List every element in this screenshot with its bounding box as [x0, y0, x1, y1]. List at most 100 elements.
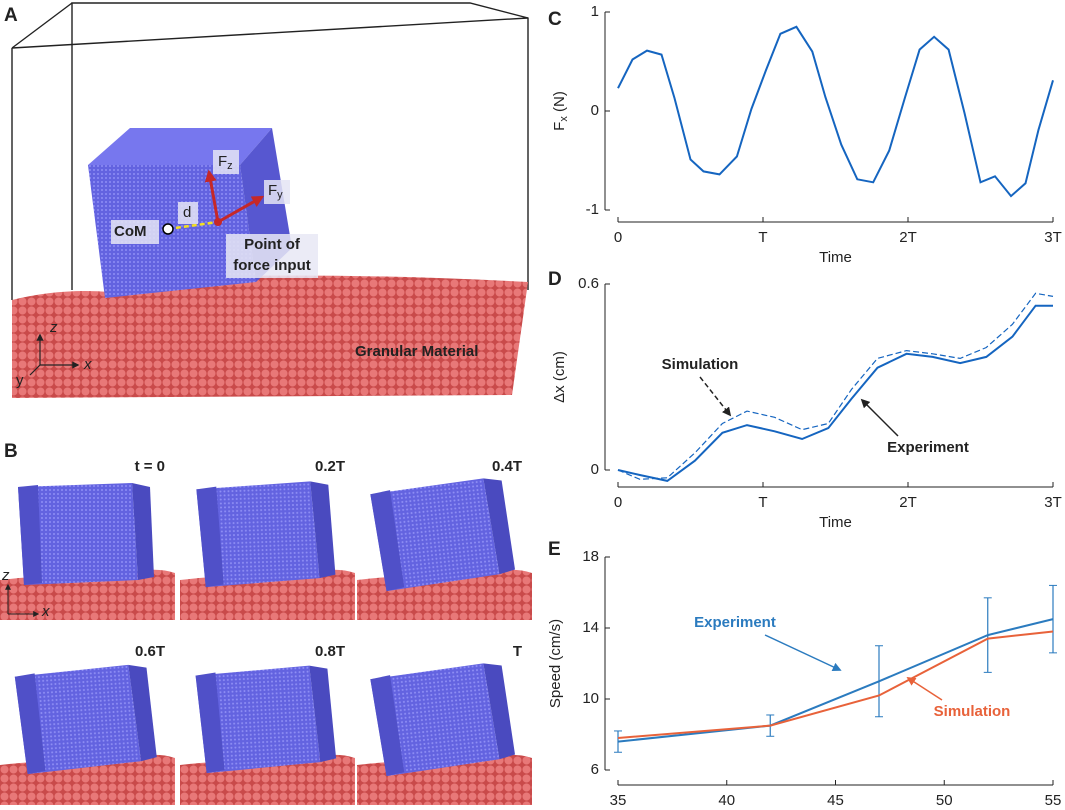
cube-face	[370, 663, 500, 777]
cube-edge	[195, 672, 225, 774]
cube-side	[310, 481, 336, 579]
annotation-arrow	[906, 677, 943, 701]
panel-b: B t = 0 0.2T 0.4T 0.6T 0.8T Tz x	[0, 441, 532, 805]
cube	[195, 665, 337, 774]
annotation: Experiment	[887, 439, 969, 456]
force-z-label: Fz	[218, 153, 233, 172]
annotation-arrow	[860, 398, 899, 437]
x-tick-label: 40	[718, 792, 735, 809]
cube-face	[195, 665, 321, 774]
cube-top	[88, 128, 272, 165]
force-input-label: Point of	[244, 236, 301, 253]
series-line	[617, 25, 1054, 198]
axis-z: z	[1, 567, 10, 584]
force-y-arrow	[217, 195, 265, 224]
cube-face	[196, 481, 320, 588]
x-axis-label: Time	[819, 514, 852, 531]
snapshot: 0.4T	[357, 458, 532, 620]
cube-face	[14, 664, 142, 775]
y-tick-label: 0	[591, 102, 599, 119]
cube	[370, 663, 516, 777]
series-line	[617, 630, 1054, 739]
cube-edge	[18, 485, 42, 585]
label-bg	[213, 150, 239, 174]
x-tick-label: T	[758, 494, 767, 511]
axis-x: x	[83, 356, 92, 373]
panel-a: A Fz Fy d CoM Point of force input Granu…	[4, 2, 529, 398]
y-axis-label: Fx (N)	[551, 91, 570, 131]
y-tick-label: 18	[582, 548, 599, 565]
com-label: CoM	[114, 223, 147, 240]
x-tick-label: 50	[936, 792, 953, 809]
y-tick-label: 0.6	[578, 275, 599, 292]
panel-label: D	[548, 269, 562, 290]
material-label: Granular Material	[355, 343, 478, 360]
series-line	[617, 304, 1053, 482]
cube-edge	[14, 673, 46, 775]
x-tick-label: 2T	[899, 229, 917, 246]
cube-side	[309, 665, 337, 763]
x-tick-label: 0	[614, 494, 622, 511]
cube-side	[128, 664, 157, 762]
force-point	[214, 218, 222, 226]
x-tick-label: 35	[610, 792, 627, 809]
label-bg	[111, 220, 159, 244]
x-tick-label: 0	[614, 229, 622, 246]
label-bg	[264, 180, 290, 204]
snapshot: T	[357, 643, 532, 805]
frame-label: 0.4T	[492, 458, 522, 475]
force-input-label: force input	[233, 257, 311, 274]
cube	[18, 483, 154, 585]
chart: E61014183540455055Excitation frequency (…	[547, 539, 1062, 809]
annotation: Simulation	[662, 356, 739, 373]
panel-label: C	[548, 9, 562, 30]
label-bg	[178, 202, 198, 224]
cube	[14, 664, 157, 775]
panel-label: E	[548, 539, 561, 560]
axis-x: x	[41, 603, 50, 620]
y-axis-label: Speed (cm/s)	[547, 619, 564, 708]
cube-face	[18, 483, 138, 585]
cube-edge	[196, 486, 224, 588]
x-tick-label: 3T	[1044, 229, 1062, 246]
cube-face	[370, 478, 500, 592]
cube-side	[483, 663, 516, 760]
x-tick-label: T	[758, 229, 767, 246]
y-tick-label: 0	[591, 461, 599, 478]
axis-y: y	[16, 372, 24, 389]
force-z-arrow	[204, 169, 220, 223]
chart: D 0 0.6 0 T 2T 3T Time Δx (cm) Simulation Experime…	[548, 269, 1062, 531]
moment-arm	[167, 220, 219, 231]
axes-triad	[29, 333, 80, 376]
cube	[370, 478, 516, 592]
annotation: Experiment	[694, 614, 776, 631]
x-tick-label: 2T	[899, 494, 917, 511]
y-tick-label: 1	[591, 3, 599, 20]
y-axis-label: Δx (cm)	[551, 351, 568, 403]
d-label: d	[183, 204, 191, 221]
y-tick-label: -1	[586, 201, 599, 218]
wireframe-box	[11, 2, 529, 300]
force-y-label: Fy	[268, 182, 283, 201]
frame-label: T	[513, 643, 522, 660]
frame-label: 0.2T	[315, 458, 345, 475]
frame-label: t = 0	[135, 458, 165, 475]
x-tick-label: 3T	[1044, 494, 1062, 511]
series-line	[617, 292, 1054, 480]
cube-side	[483, 478, 516, 575]
x-tick-label: 55	[1045, 792, 1062, 809]
snapshot: 0.2T	[180, 458, 355, 620]
snapshot: t = 0	[0, 458, 175, 620]
panel-label: B	[4, 441, 18, 462]
frame-label: 0.6T	[135, 643, 165, 660]
axis-z: z	[49, 319, 58, 336]
label-bg	[226, 234, 318, 278]
granular-bed	[12, 275, 528, 398]
annotation: Simulation	[934, 703, 1011, 720]
x-tick-label: 45	[827, 792, 844, 809]
snapshot: 0.8T	[180, 643, 355, 805]
y-tick-label: 14	[582, 619, 599, 636]
cube-edge	[370, 675, 405, 777]
cube-edge	[370, 490, 405, 592]
